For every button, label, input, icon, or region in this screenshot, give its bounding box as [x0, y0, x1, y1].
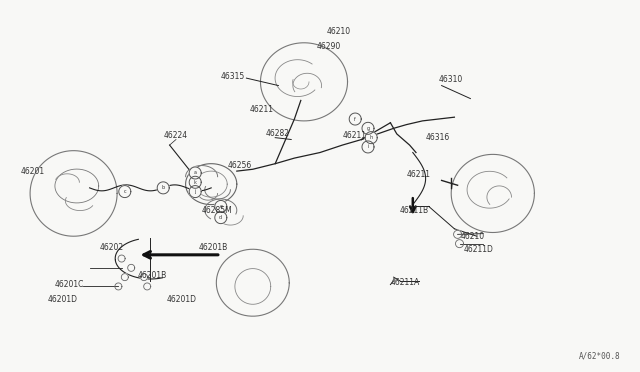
Polygon shape [144, 283, 150, 290]
Text: h: h [370, 135, 372, 140]
Text: 46201D: 46201D [166, 295, 196, 304]
Polygon shape [189, 186, 201, 198]
Text: g: g [367, 126, 369, 131]
Text: 46290: 46290 [317, 42, 341, 51]
Text: 46201D: 46201D [48, 295, 78, 304]
Text: 46211: 46211 [342, 131, 367, 140]
Polygon shape [215, 212, 227, 224]
Text: A/62*00.8: A/62*00.8 [579, 352, 621, 361]
Text: 46310: 46310 [438, 76, 463, 84]
Text: 46211B: 46211B [400, 206, 429, 215]
Text: 46316: 46316 [426, 133, 450, 142]
Polygon shape [189, 176, 201, 188]
Polygon shape [349, 113, 361, 125]
Polygon shape [454, 230, 461, 238]
Text: 46201C: 46201C [54, 280, 84, 289]
Polygon shape [215, 201, 227, 212]
Text: d: d [220, 215, 222, 220]
Text: 46202: 46202 [99, 243, 124, 252]
Text: 46201B: 46201B [138, 271, 167, 280]
Polygon shape [362, 141, 374, 153]
Polygon shape [118, 255, 125, 262]
Text: 46211A: 46211A [390, 278, 420, 287]
Text: 46201B: 46201B [198, 243, 228, 252]
Text: 46285M: 46285M [202, 206, 232, 215]
Polygon shape [456, 240, 463, 248]
Text: 46211: 46211 [406, 170, 430, 179]
Text: c: c [124, 189, 126, 194]
Text: 46315: 46315 [221, 72, 245, 81]
Text: k: k [194, 180, 196, 185]
Polygon shape [141, 274, 147, 280]
Text: a: a [194, 170, 196, 176]
Polygon shape [362, 122, 374, 134]
Polygon shape [115, 283, 122, 290]
Text: 46282: 46282 [266, 129, 289, 138]
Text: 46201: 46201 [21, 167, 45, 176]
Text: f: f [355, 116, 356, 122]
Text: 46224: 46224 [163, 131, 188, 140]
Text: i: i [367, 144, 369, 150]
Polygon shape [128, 264, 134, 271]
Text: 46211: 46211 [250, 105, 274, 114]
Text: 46210: 46210 [326, 27, 351, 36]
Text: 46210: 46210 [461, 232, 485, 241]
Polygon shape [189, 167, 201, 179]
Polygon shape [365, 132, 377, 144]
Text: j: j [195, 189, 196, 194]
Polygon shape [122, 274, 128, 280]
Text: b: b [162, 185, 164, 190]
Polygon shape [157, 182, 169, 194]
Polygon shape [119, 186, 131, 198]
Text: 46211D: 46211D [464, 245, 494, 254]
Text: e: e [220, 204, 222, 209]
Text: 46256: 46256 [227, 161, 252, 170]
